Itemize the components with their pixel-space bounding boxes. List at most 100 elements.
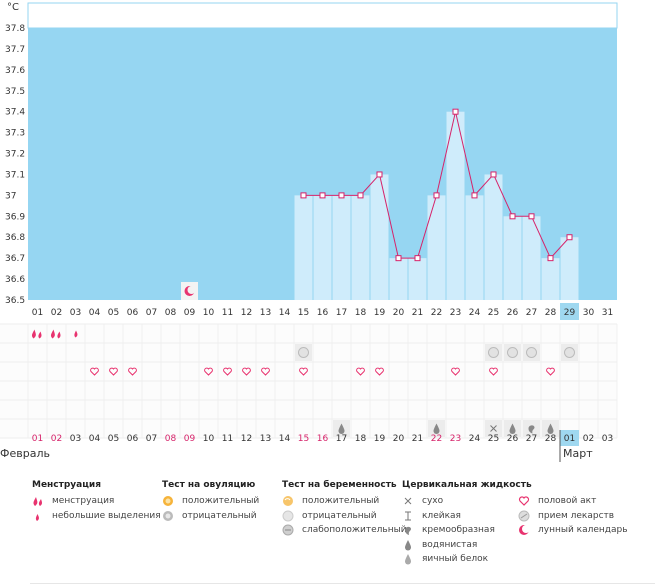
pregnancy-test-icon bbox=[488, 347, 499, 358]
lunar-icon-mask bbox=[187, 286, 196, 294]
temperature-point bbox=[452, 108, 459, 115]
temperature-bar bbox=[427, 195, 446, 300]
marker-grid bbox=[0, 323, 618, 439]
temperature-segment bbox=[455, 111, 475, 196]
heart-icon bbox=[261, 367, 270, 376]
month-label-start: Февраль bbox=[0, 447, 50, 460]
temperature-point bbox=[471, 192, 478, 199]
day-label: 20 bbox=[393, 308, 405, 318]
temperature-segment bbox=[436, 111, 456, 196]
heart-icon bbox=[204, 367, 213, 376]
temperature-segment bbox=[360, 174, 380, 196]
cycle-day-label: 04 bbox=[89, 434, 101, 444]
temperature-point bbox=[509, 213, 516, 220]
temperature-bar bbox=[370, 174, 389, 300]
day-label: 11 bbox=[222, 308, 233, 318]
legend-menstruation: Менструация менструация небольшие выделе… bbox=[32, 480, 161, 523]
day-label: 03 bbox=[70, 308, 81, 318]
legend-label: клейкая bbox=[422, 510, 461, 521]
temperature-point bbox=[338, 192, 345, 199]
temperature-point bbox=[300, 192, 307, 199]
day-label: 26 bbox=[507, 308, 519, 318]
cycle-day-label: 13 bbox=[260, 434, 271, 444]
cycle-day-label: 25 bbox=[488, 434, 499, 444]
cycle-day-label: 10 bbox=[203, 434, 215, 444]
legend-label: слабоположительный bbox=[302, 525, 407, 535]
cycle-day-label: 03 bbox=[602, 434, 613, 444]
temperature-bar bbox=[294, 195, 313, 300]
day-label: 10 bbox=[203, 308, 215, 318]
cycle-day-label: 14 bbox=[279, 434, 291, 444]
y-tick-label: 37.1 bbox=[5, 170, 25, 180]
temperature-segment bbox=[379, 174, 399, 259]
temperature-point bbox=[528, 213, 535, 220]
heart-icon bbox=[451, 367, 460, 376]
cycle-day-label: 05 bbox=[108, 434, 119, 444]
day-label: 15 bbox=[298, 308, 309, 318]
temperature-bar bbox=[522, 216, 541, 300]
day-label: 14 bbox=[279, 308, 291, 318]
day-label: 25 bbox=[488, 308, 499, 318]
y-tick-label: 37.5 bbox=[5, 87, 25, 97]
day-label: 04 bbox=[89, 308, 101, 318]
day-label: 31 bbox=[602, 308, 613, 318]
temperature-bar bbox=[408, 258, 427, 300]
day-label: 08 bbox=[165, 308, 177, 318]
egg-white-icon bbox=[402, 553, 416, 565]
temperature-segment bbox=[550, 236, 570, 259]
legend-cervical: Цервикальная жидкость сухо клейкая кремо… bbox=[402, 480, 532, 567]
cycle-day-axis: 01 02 03 04 05 06 07 08 09 10 11 12 13 14 15 16 17 18 19 20… bbox=[0, 430, 613, 462]
current-day-highlight bbox=[560, 303, 579, 320]
y-tick-label: 37 bbox=[5, 191, 16, 201]
temperature-segment bbox=[417, 195, 437, 259]
cycle-day-label: 11 bbox=[222, 434, 233, 444]
pregnancy-weak-icon bbox=[282, 524, 296, 536]
temperature-point bbox=[414, 255, 421, 262]
day-label: 07 bbox=[146, 308, 157, 318]
day-label: 29 bbox=[564, 308, 576, 318]
legend-title: Тест на овуляцию bbox=[162, 480, 256, 490]
cycle-day-label: 06 bbox=[127, 434, 139, 444]
temperature-segment bbox=[474, 174, 494, 196]
cycle-day-label: 16 bbox=[317, 434, 329, 444]
cycle-day-label: 15 bbox=[298, 434, 309, 444]
cycle-day-label: 24 bbox=[469, 434, 481, 444]
heart-icon bbox=[546, 367, 555, 376]
temperature-bar bbox=[484, 174, 503, 300]
temperature-point bbox=[433, 192, 440, 199]
temperature-point bbox=[547, 255, 554, 262]
temperature-bar bbox=[332, 195, 351, 300]
markers bbox=[31, 282, 578, 437]
legend-label: яичный белок bbox=[422, 554, 489, 564]
day-axis: 01 02 03 04 05 06 07 08 09 10 11 12 13 14 15 16 17 18 19 20… bbox=[32, 303, 613, 320]
y-tick-label: 37.6 bbox=[5, 66, 25, 76]
legend-label: менструация bbox=[52, 496, 115, 506]
y-tick-label: 37.4 bbox=[5, 108, 25, 118]
y-tick-label: 37.8 bbox=[5, 24, 25, 34]
day-label: 21 bbox=[412, 308, 423, 318]
heart-icon bbox=[223, 367, 232, 376]
cycle-day-label: 02 bbox=[51, 434, 62, 444]
medication-icon bbox=[518, 510, 532, 522]
y-tick-label: 36.9 bbox=[5, 212, 25, 222]
y-tick-label: 36.8 bbox=[5, 233, 25, 243]
day-label: 27 bbox=[526, 308, 537, 318]
day-label: 06 bbox=[127, 308, 139, 318]
lunar-icon bbox=[518, 524, 532, 536]
legend-label: сухо bbox=[422, 496, 444, 506]
cycle-day-label: 12 bbox=[241, 434, 252, 444]
y-tick-label: 36.7 bbox=[5, 254, 25, 264]
y-tick-label: 37.3 bbox=[5, 129, 25, 139]
day-label: 02 bbox=[51, 308, 62, 318]
cycle-day-label: 21 bbox=[412, 434, 423, 444]
legend-label: половой акт bbox=[538, 496, 597, 506]
ovulation-negative-icon bbox=[162, 510, 176, 522]
pregnancy-negative-icon bbox=[282, 510, 296, 522]
day-label: 28 bbox=[545, 308, 557, 318]
cycle-day-label: 19 bbox=[374, 434, 386, 444]
temperature-bar bbox=[560, 237, 579, 300]
day-label: 16 bbox=[317, 308, 329, 318]
legend-label: кремообразная bbox=[422, 525, 495, 535]
spotting-icon bbox=[32, 510, 46, 522]
day-label: 22 bbox=[431, 308, 442, 318]
